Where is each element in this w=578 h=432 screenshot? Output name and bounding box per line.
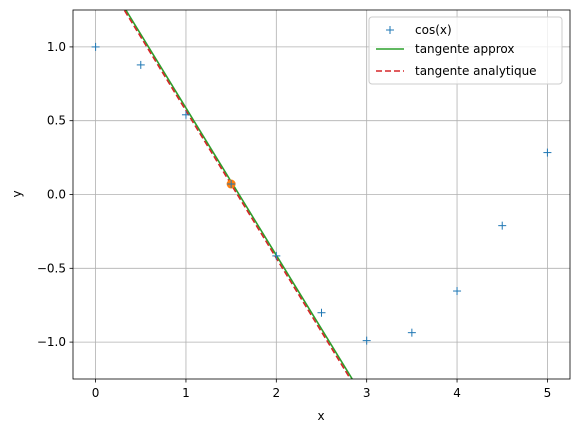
y-tick-label: −0.5: [37, 261, 66, 275]
tangente-approx-line: [124, 10, 353, 379]
x-tick-label: 5: [544, 386, 552, 400]
cos-data-point: [181, 110, 190, 119]
cos-data-point: [227, 180, 236, 189]
y-tick-label: −1.0: [37, 335, 66, 349]
cos-data-point: [317, 308, 326, 317]
y-tick-label: 0.5: [47, 114, 66, 128]
x-ticks: 0 1 2 3 4 5: [92, 379, 551, 400]
y-tick-label: 0.0: [47, 188, 66, 202]
x-tick-label: 0: [92, 386, 100, 400]
cos-data-point: [543, 148, 552, 157]
legend-entries: cos(x) tangente approx tangente analytique: [376, 23, 537, 78]
x-tick-label: 2: [272, 386, 280, 400]
cos-data-point: [91, 42, 100, 51]
cos-data-point: [272, 251, 281, 260]
y-axis-label: y: [10, 190, 24, 197]
cos-data-point: [407, 328, 416, 337]
legend-entry: tangente analytique: [376, 64, 537, 78]
legend-label: cos(x): [415, 23, 452, 37]
legend-label: tangente analytique: [415, 64, 537, 78]
legend: cos(x) tangente approx tangente analytique: [368, 16, 563, 85]
y-ticks: 1.0 0.5 0.0 −0.5 −1.0: [37, 40, 73, 349]
legend-entry: cos(x): [386, 23, 452, 37]
grid: [73, 10, 570, 379]
cos-data-point: [136, 60, 145, 69]
cos-data-point: [498, 221, 507, 230]
x-axis-label: x: [317, 409, 324, 423]
legend-box: [368, 16, 563, 85]
x-tick-label: 1: [182, 386, 190, 400]
legend-entry: tangente approx: [376, 42, 515, 56]
x-tick-label: 3: [363, 386, 371, 400]
cos-data-point: [362, 336, 371, 345]
tangente-analytique-line: [123, 10, 352, 379]
series-layer: [91, 10, 552, 379]
legend-label: tangente approx: [415, 42, 515, 56]
x-tick-label: 4: [453, 386, 461, 400]
y-tick-label: 1.0: [47, 40, 66, 54]
cos-data-point: [453, 287, 462, 296]
